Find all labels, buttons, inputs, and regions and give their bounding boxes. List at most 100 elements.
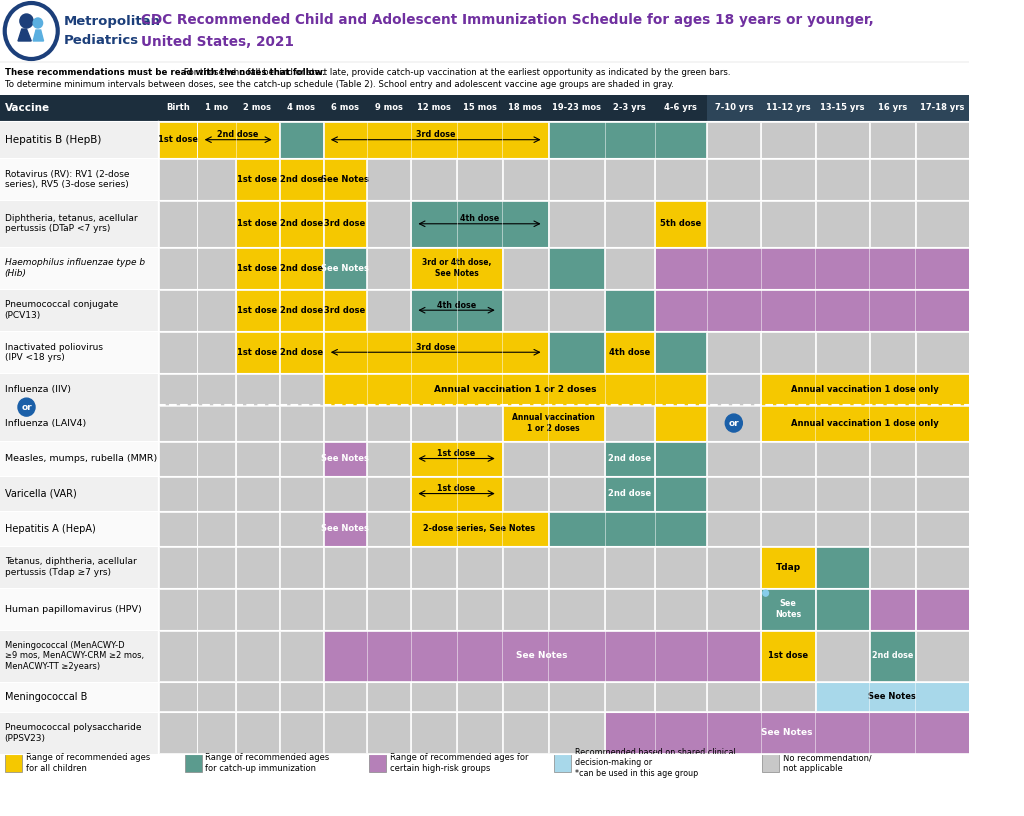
Bar [324, 290, 367, 330]
Bar [869, 512, 914, 546]
Text: Annual vaccination 1 dose only: Annual vaccination 1 dose only [792, 419, 939, 428]
Bar [237, 512, 279, 546]
Bar [412, 441, 502, 476]
Bar [457, 547, 502, 588]
Text: 15 mos: 15 mos [463, 104, 497, 113]
Text: United States, 2021: United States, 2021 [141, 35, 294, 49]
Text: Hepatitis B (HepB): Hepatitis B (HepB) [5, 135, 101, 144]
Text: See Notes: See Notes [322, 524, 369, 533]
Bar [815, 588, 868, 630]
Bar [280, 159, 323, 200]
Bar [762, 712, 815, 753]
Bar [762, 754, 779, 772]
Bar [503, 374, 548, 441]
Text: Measles, mumps, rubella (MMR): Measles, mumps, rubella (MMR) [5, 454, 157, 463]
Bar [457, 477, 502, 511]
Text: See
Notes: See Notes [775, 600, 801, 619]
Bar [237, 290, 279, 330]
Bar [237, 374, 279, 405]
Bar [324, 477, 367, 511]
Bar [655, 712, 707, 753]
Text: 18 mos: 18 mos [509, 104, 543, 113]
Bar [503, 682, 548, 712]
Bar [280, 374, 323, 405]
Bar [549, 374, 604, 441]
Bar [815, 95, 869, 121]
Bar [915, 95, 970, 121]
Bar [549, 512, 707, 546]
Text: 1st dose: 1st dose [238, 264, 278, 273]
Bar [324, 374, 604, 405]
Bar [368, 588, 411, 630]
Bar [762, 477, 815, 511]
Text: Birth: Birth [166, 104, 189, 113]
Bar [159, 512, 197, 546]
Bar [815, 631, 868, 681]
Bar [503, 201, 548, 246]
Bar [915, 682, 969, 712]
Bar [280, 201, 323, 246]
Bar [368, 441, 411, 476]
Bar [457, 631, 502, 681]
Bar [655, 441, 707, 476]
Bar [869, 588, 914, 630]
Bar [655, 332, 707, 373]
Bar [915, 588, 969, 630]
Text: See Notes: See Notes [868, 692, 916, 701]
Circle shape [5, 3, 57, 59]
Text: Human papillomavirus (HPV): Human papillomavirus (HPV) [5, 605, 141, 614]
Bar [324, 122, 367, 157]
Bar [159, 201, 197, 246]
Bar [869, 290, 914, 330]
Text: 3rd or 4th dose,
See Notes: 3rd or 4th dose, See Notes [422, 259, 492, 278]
Text: Metropolitan: Metropolitan [63, 16, 161, 29]
Bar [280, 712, 323, 753]
Bar [412, 477, 502, 511]
Bar [815, 247, 868, 289]
Bar [412, 547, 456, 588]
Bar [198, 201, 236, 246]
Bar [457, 682, 502, 712]
Bar [815, 290, 868, 330]
Bar [549, 201, 604, 246]
Bar [869, 95, 915, 121]
Bar [159, 441, 197, 476]
Text: Rotavirus (RV): RV1 (2-dose
series), RV5 (3-dose series): Rotavirus (RV): RV1 (2-dose series), RV5… [5, 170, 129, 189]
Text: 4-6 yrs: 4-6 yrs [665, 104, 697, 113]
Text: Pediatrics: Pediatrics [63, 33, 138, 47]
Bar [280, 290, 323, 330]
Circle shape [33, 18, 43, 28]
Bar [324, 512, 367, 546]
Bar [280, 247, 323, 289]
Bar [655, 477, 707, 511]
Bar [869, 441, 914, 476]
Text: 3rd dose: 3rd dose [416, 131, 456, 140]
Bar [324, 201, 367, 246]
Text: Annual vaccination
1 or 2 doses: Annual vaccination 1 or 2 doses [512, 414, 595, 432]
Bar [159, 122, 197, 157]
Bar [159, 374, 197, 405]
Bar [237, 247, 279, 289]
Circle shape [18, 398, 35, 416]
Bar [869, 631, 914, 681]
Bar [237, 247, 279, 289]
Text: 6 mos: 6 mos [331, 104, 359, 113]
Bar [280, 588, 323, 630]
Bar [605, 290, 654, 330]
Text: Influenza (IIV): Influenza (IIV) [5, 384, 71, 393]
Bar [655, 588, 707, 630]
Bar [869, 477, 914, 511]
Text: Vaccine: Vaccine [5, 103, 50, 113]
Bar [762, 374, 969, 405]
Bar [605, 712, 654, 753]
Bar [368, 290, 411, 330]
Bar [708, 682, 761, 712]
Bar [708, 712, 761, 753]
Text: Haemophilus influenzae type b
(Hib): Haemophilus influenzae type b (Hib) [5, 259, 144, 278]
Bar [159, 159, 197, 200]
Bar [815, 512, 868, 546]
Bar [762, 588, 815, 630]
Bar [762, 631, 815, 681]
Bar [708, 201, 761, 246]
Text: 4th dose: 4th dose [609, 348, 650, 357]
